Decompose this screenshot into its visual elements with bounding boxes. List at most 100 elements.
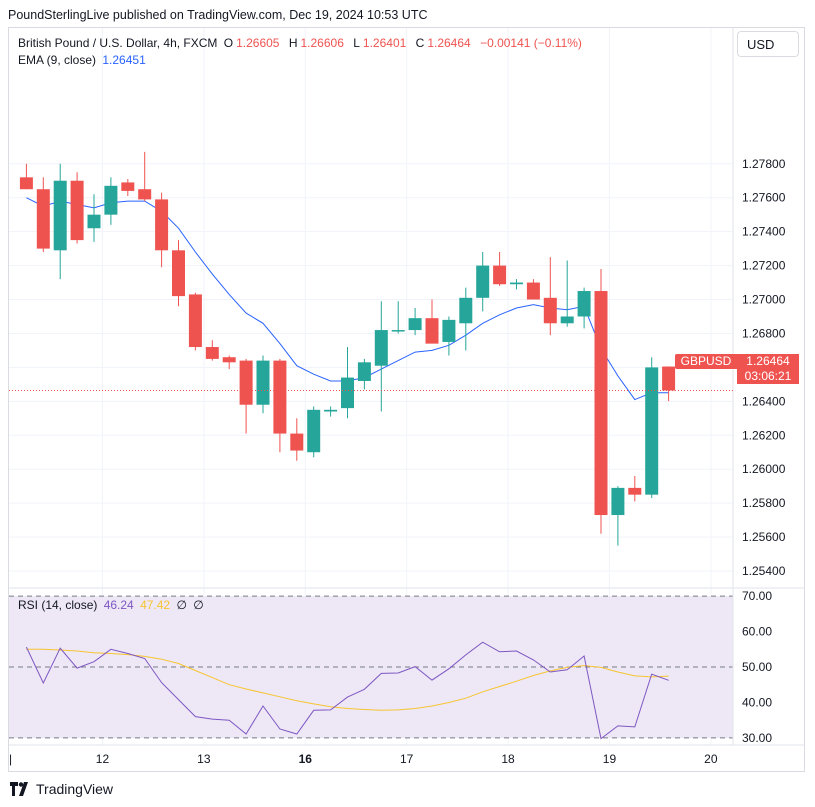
candle-body	[577, 291, 591, 317]
rsi-tick-label: 30.00	[742, 731, 772, 745]
candle-body	[341, 377, 354, 409]
candle-body	[239, 360, 253, 405]
candle-body	[121, 182, 135, 191]
candle	[425, 299, 439, 344]
candle	[138, 151, 152, 202]
y-tick-label: 1.25400	[742, 564, 786, 578]
candle-body	[138, 189, 152, 200]
candle	[172, 240, 185, 307]
bar-countdown: 03:06:21	[744, 369, 792, 383]
y-tick-label: 1.27200	[742, 259, 786, 273]
y-tick-label: 1.27000	[742, 293, 786, 307]
candle-body	[256, 360, 270, 405]
candle-body	[172, 250, 185, 297]
x-tick-label: 12	[96, 752, 110, 766]
symbol-name: British Pound / U.S. Dollar, 4h, FXCM	[18, 36, 218, 50]
candle-body	[476, 265, 490, 298]
ema-label: EMA (9, close)	[18, 53, 97, 67]
rsi-tick-label: 70.00	[742, 589, 772, 603]
ema-legend: EMA (9, close) 1.26451	[18, 53, 149, 67]
ema-value: 1.26451	[102, 53, 146, 67]
tradingview-logo-icon	[10, 782, 28, 796]
candle	[459, 287, 473, 351]
ohlc-close: C 1.26464	[415, 36, 471, 50]
publisher-header: PoundSterlingLive published on TradingVi…	[8, 8, 428, 22]
candle	[121, 179, 135, 196]
candle	[104, 177, 118, 225]
y-tick-label: 1.25800	[742, 496, 786, 510]
candle-body	[645, 367, 659, 495]
candle-body	[662, 366, 676, 391]
candle	[188, 292, 202, 351]
y-tick-label: 1.25600	[742, 530, 786, 544]
symbol-price-tag: GBPUSD	[675, 354, 737, 369]
candle	[324, 406, 338, 417]
candle	[628, 476, 642, 502]
candle-body	[374, 330, 388, 366]
candle-body	[459, 297, 473, 324]
candle	[36, 177, 50, 252]
candle	[560, 260, 574, 327]
candle-body	[442, 319, 456, 342]
footer[interactable]: TradingView	[10, 781, 113, 797]
rsi-na-1: ∅	[176, 598, 187, 612]
candle-body	[290, 433, 304, 451]
candles-layer	[19, 151, 676, 546]
candle	[543, 257, 557, 336]
candle-body	[70, 180, 84, 241]
y-tick-label: 1.26800	[742, 326, 786, 340]
rsi-tick-label: 60.00	[742, 625, 772, 639]
x-tick-label: 17	[400, 752, 414, 766]
candle	[476, 252, 490, 312]
rsi-na-2: ∅	[193, 598, 204, 612]
x-tick-label: 20	[704, 752, 718, 766]
x-tick-label: 13	[197, 752, 211, 766]
chart-frame	[8, 27, 805, 772]
candle-body	[53, 180, 67, 251]
candle	[662, 366, 676, 402]
candle	[70, 172, 84, 244]
ohlc-open: O 1.26605	[223, 36, 280, 50]
rsi-line	[25, 641, 669, 740]
y-tick-label: 1.27400	[742, 225, 786, 239]
candle-body	[425, 318, 439, 344]
y-tick-label: 1.27800	[742, 157, 786, 171]
candle	[510, 279, 523, 290]
candle	[256, 355, 270, 414]
last-price-tag: 1.26464 03:06:21	[737, 354, 799, 384]
candle	[526, 279, 540, 300]
y-tick-label: 1.26000	[742, 462, 786, 476]
candle	[408, 308, 422, 336]
candle	[273, 358, 287, 453]
candle-body	[307, 409, 321, 453]
candle	[442, 316, 456, 356]
candle-body	[493, 265, 507, 285]
x-tick-label: 18	[501, 752, 515, 766]
candle-body	[273, 360, 287, 434]
candle-body	[36, 189, 50, 249]
candle	[222, 355, 236, 370]
rsi-label: RSI (14, close)	[18, 598, 98, 612]
candle	[53, 163, 67, 280]
x-tick-label: 16	[299, 752, 313, 766]
candle	[341, 347, 354, 419]
candle	[205, 340, 219, 361]
footer-brand: TradingView	[36, 781, 114, 797]
currency-button[interactable]: USD	[737, 31, 799, 57]
candle-body	[510, 282, 523, 285]
price-change: −0.00141 (−0.11%)	[480, 36, 582, 50]
last-price: 1.26464	[746, 354, 790, 368]
candle	[611, 486, 625, 546]
candle	[391, 301, 405, 334]
candle-body	[19, 177, 33, 190]
candle	[594, 268, 608, 534]
candle	[307, 406, 321, 458]
candle-body	[526, 282, 540, 300]
rsi-value: 46.24	[103, 598, 134, 612]
candle	[493, 252, 507, 286]
candle-body	[611, 487, 625, 516]
candle-body	[188, 294, 202, 348]
candle	[357, 358, 371, 390]
rsi-ma-value: 47.42	[140, 598, 171, 612]
